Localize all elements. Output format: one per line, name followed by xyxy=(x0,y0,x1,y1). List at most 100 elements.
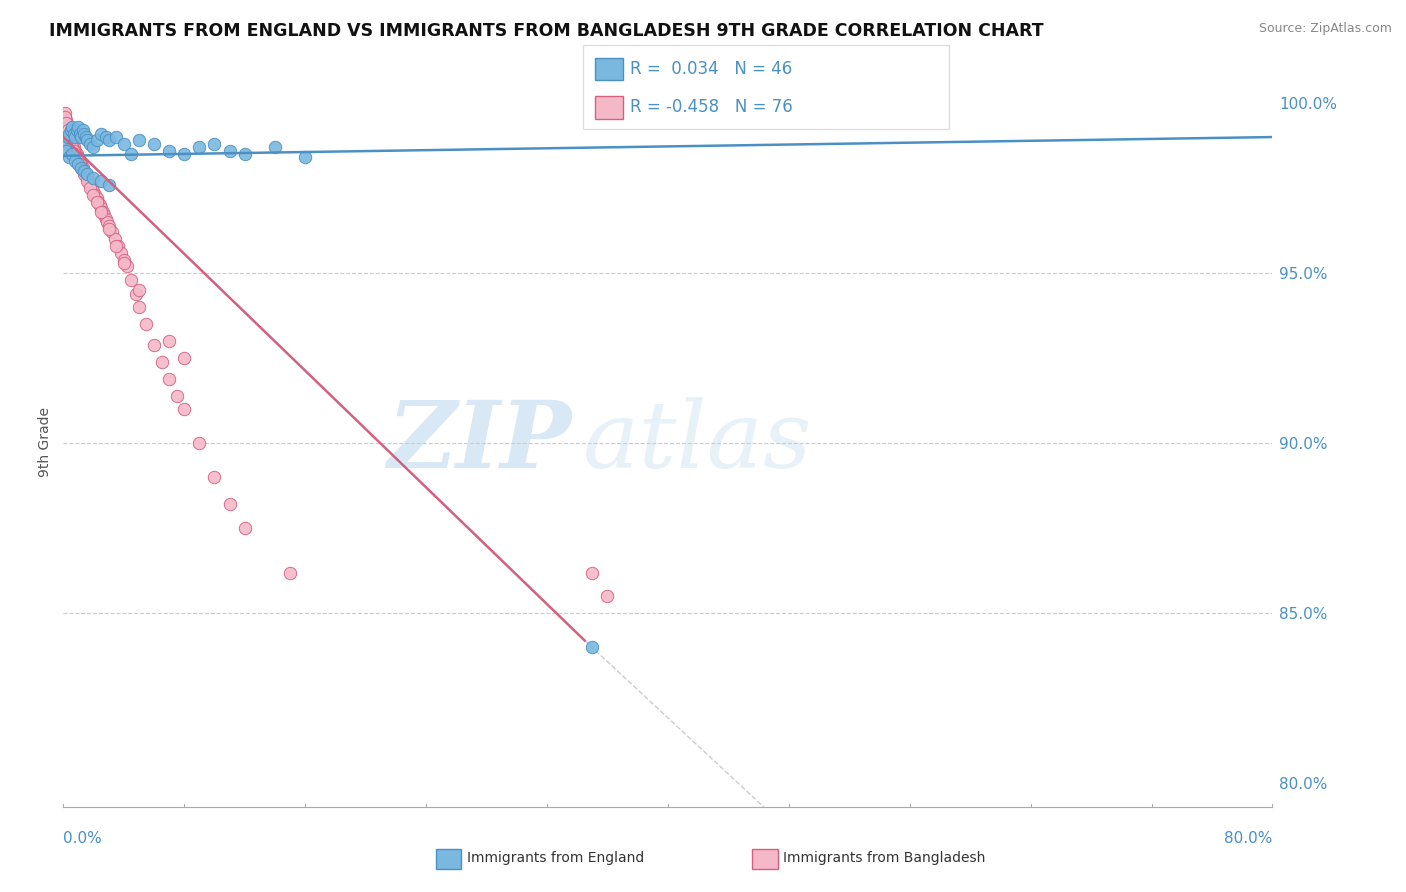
Point xyxy=(60,136,83,151)
Point xyxy=(112,252,135,267)
Point xyxy=(278,566,301,580)
Point xyxy=(60,120,83,134)
Point xyxy=(56,123,79,137)
Text: ZIP: ZIP xyxy=(387,397,571,486)
Point xyxy=(204,470,226,484)
Point xyxy=(596,590,619,604)
Point xyxy=(58,130,80,145)
Text: Source: ZipAtlas.com: Source: ZipAtlas.com xyxy=(1258,22,1392,36)
Point xyxy=(55,136,77,151)
Point xyxy=(76,168,98,182)
Point xyxy=(65,147,87,161)
Point xyxy=(60,147,83,161)
Point xyxy=(90,127,112,141)
Point xyxy=(76,133,98,147)
Point xyxy=(86,194,108,209)
Y-axis label: 9th Grade: 9th Grade xyxy=(38,407,52,476)
Point xyxy=(79,178,101,192)
Point xyxy=(581,566,603,580)
Point xyxy=(66,151,89,165)
Point xyxy=(53,110,76,124)
Text: 80.0%: 80.0% xyxy=(1225,831,1272,847)
Point xyxy=(82,170,105,185)
Point xyxy=(97,133,120,147)
Point xyxy=(58,127,80,141)
Point xyxy=(157,334,180,348)
Text: IMMIGRANTS FROM ENGLAND VS IMMIGRANTS FROM BANGLADESH 9TH GRADE CORRELATION CHAR: IMMIGRANTS FROM ENGLAND VS IMMIGRANTS FR… xyxy=(49,22,1043,40)
Point xyxy=(70,161,93,175)
Point xyxy=(188,140,211,154)
Point xyxy=(59,123,82,137)
Point xyxy=(93,208,115,222)
Point xyxy=(76,174,98,188)
Point xyxy=(63,140,86,154)
Point xyxy=(63,144,86,158)
Point xyxy=(56,120,79,134)
Point xyxy=(82,185,105,199)
Point xyxy=(70,157,93,171)
Point xyxy=(59,136,82,151)
Point xyxy=(79,136,101,151)
Point xyxy=(53,106,76,120)
Point xyxy=(233,147,256,161)
Point xyxy=(77,174,100,188)
Text: atlas: atlas xyxy=(583,397,813,486)
Point xyxy=(82,187,105,202)
Point xyxy=(135,317,157,331)
Point xyxy=(66,123,89,137)
Point xyxy=(157,144,180,158)
Point xyxy=(110,245,132,260)
Point xyxy=(120,147,142,161)
Text: Immigrants from Bangladesh: Immigrants from Bangladesh xyxy=(783,851,986,865)
Point xyxy=(166,389,188,403)
Point xyxy=(112,256,135,270)
Point xyxy=(218,498,240,512)
Point xyxy=(69,157,91,171)
Point xyxy=(65,130,87,145)
Point xyxy=(72,123,94,137)
Point xyxy=(56,130,79,145)
Point xyxy=(63,127,86,141)
Point xyxy=(73,164,96,178)
Point xyxy=(128,300,150,314)
Point xyxy=(55,144,77,158)
Point xyxy=(58,151,80,165)
Point xyxy=(173,147,195,161)
Point xyxy=(104,232,127,246)
Point xyxy=(73,164,96,178)
Point xyxy=(82,140,105,154)
Point xyxy=(59,133,82,147)
Point xyxy=(87,194,110,209)
Point xyxy=(65,153,87,168)
Point xyxy=(86,133,108,147)
Point xyxy=(67,151,90,165)
Point xyxy=(150,354,173,368)
Point xyxy=(233,521,256,535)
Point xyxy=(67,153,90,168)
Point xyxy=(188,436,211,450)
Point xyxy=(264,140,287,154)
Point xyxy=(58,127,80,141)
Point xyxy=(173,402,195,417)
Point xyxy=(89,198,111,212)
Point xyxy=(128,283,150,297)
Point xyxy=(76,170,98,185)
Point xyxy=(73,168,96,182)
Point xyxy=(55,116,77,130)
Point xyxy=(128,133,150,147)
Point xyxy=(79,181,101,195)
Text: R = -0.458   N = 76: R = -0.458 N = 76 xyxy=(630,98,793,116)
Point xyxy=(80,181,103,195)
Point xyxy=(84,187,107,202)
Point xyxy=(90,202,112,216)
Point xyxy=(107,239,129,253)
Point xyxy=(97,219,120,233)
Point xyxy=(65,144,87,158)
Point xyxy=(97,222,120,236)
Point xyxy=(94,211,117,226)
Point xyxy=(218,144,240,158)
Point xyxy=(67,120,90,134)
Point xyxy=(70,161,93,175)
Point xyxy=(86,191,108,205)
Point xyxy=(173,351,195,366)
